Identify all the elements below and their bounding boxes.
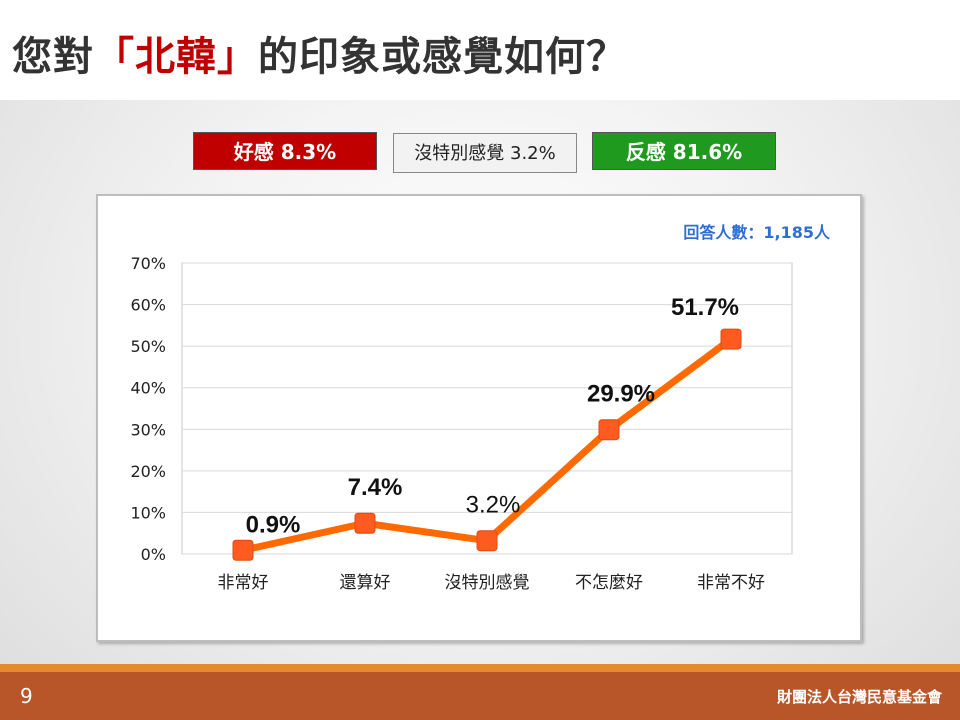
- data-point-marker: [720, 328, 742, 350]
- x-tick-label: 非常不好: [697, 573, 765, 593]
- data-point-marker: [598, 419, 620, 441]
- footer: 9 財團法人台灣民意基金會: [0, 672, 960, 720]
- y-tick-label: 50%: [130, 337, 166, 356]
- badge-neutral: 沒特別感覺 3.2%: [393, 133, 577, 173]
- page-number: 9: [20, 684, 33, 708]
- title-prefix: 您對: [12, 34, 94, 80]
- x-tick-label: 沒特別感覺: [445, 573, 530, 593]
- y-tick-label: 40%: [130, 379, 166, 398]
- respondent-count-annotation: 回答人數：1,185人: [683, 223, 831, 242]
- chart-panel: 0% 10% 20% 30% 40% 50% 60% 70% 非常好 還算好 沒特別感覺 不怎麼好 非常…: [96, 194, 862, 642]
- data-point-marker: [476, 530, 498, 552]
- x-tick-label: 非常好: [218, 573, 269, 593]
- y-tick-label: 0%: [141, 545, 166, 564]
- badge-good: 好感 8.3%: [193, 132, 377, 170]
- y-tick-label: 70%: [130, 254, 166, 273]
- data-label: 29.9%: [587, 381, 655, 408]
- y-tick-label: 10%: [130, 503, 166, 522]
- organization-name: 財團法人台灣民意基金會: [776, 688, 942, 706]
- x-tick-label: 還算好: [340, 573, 391, 593]
- x-tick-label: 不怎麼好: [575, 573, 643, 593]
- data-label: 7.4%: [348, 474, 403, 501]
- y-tick-label: 30%: [130, 420, 166, 439]
- title-suffix: 的印象或感覺如何？: [258, 34, 627, 80]
- title-bar: 您對「北韓」的印象或感覺如何？: [0, 0, 960, 100]
- title-highlight: 「北韓」: [94, 34, 258, 80]
- data-point-marker: [354, 512, 376, 534]
- footer-accent-line: [0, 664, 960, 672]
- data-label: 51.7%: [671, 294, 739, 321]
- data-point-marker: [232, 539, 254, 561]
- y-tick-label: 60%: [130, 296, 166, 315]
- line-chart: 0% 10% 20% 30% 40% 50% 60% 70% 非常好 還算好 沒特別感覺 不怎麼好 非常…: [130, 223, 831, 593]
- badge-bad: 反感 81.6%: [592, 132, 776, 170]
- page-title: 您對「北韓」的印象或感覺如何？: [12, 24, 627, 82]
- data-label: 3.2%: [466, 492, 521, 519]
- data-label: 0.9%: [246, 511, 301, 538]
- y-tick-label: 20%: [130, 462, 166, 481]
